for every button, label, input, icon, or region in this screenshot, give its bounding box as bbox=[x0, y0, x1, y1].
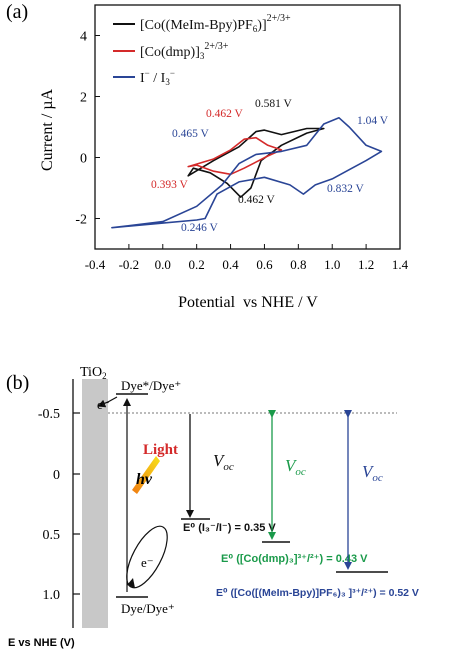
tio2-conduction-band bbox=[82, 379, 108, 628]
e0-iodide-label: E⁰ (I₃⁻/I⁻) = 0.35 V bbox=[183, 522, 276, 534]
cv-curve-series-1 bbox=[187, 127, 325, 198]
x-tick-label: 0.2 bbox=[189, 257, 205, 272]
dye-ground-label: Dye/Dye⁺ bbox=[121, 601, 175, 616]
peak-label-black-lower: 0.462 V bbox=[238, 194, 276, 206]
legend-label-series-3: I− / I3− bbox=[140, 68, 175, 87]
panel-a: (a) -0.4 -0.2 0.0 0.2 0.4 0.6 0.8 1.0 1.2 1.4 -2 0 2… bbox=[6, 1, 409, 311]
injection-arrow bbox=[97, 396, 118, 408]
tick-labels: -0.4 -0.2 0.0 0.2 0.4 0.6 0.8 1.0 1.2 1.4 -2 0 2 4 bbox=[75, 30, 408, 273]
legend-label-series-1: [Co((MeIm-Bpy)PF6)]2+/3+ bbox=[140, 13, 291, 34]
panel-b: (b) TiO2 -0.5 0 0.5 1.0 E vs NHE (V) e⁻ … bbox=[6, 365, 419, 649]
y-tick-label: 2 bbox=[80, 91, 87, 106]
peak-label-blue-upper-left: 0.465 V bbox=[172, 128, 210, 140]
legend-label-series-2: [Co(dmp)]32+/3+ bbox=[140, 41, 229, 61]
y-tick-label-0: 0 bbox=[53, 468, 60, 483]
voc-label-iodide: Voc bbox=[213, 451, 234, 473]
cv-curves bbox=[111, 117, 383, 229]
panel-b-tag: (b) bbox=[6, 372, 29, 394]
x-tick-label: 1.4 bbox=[392, 257, 409, 272]
panel-a-tag: (a) bbox=[6, 1, 28, 23]
e0-meim-label: E⁰ ([Co([(MeIm-Bpy)]PF₆)₃ ]³⁺/²⁺) = 0.52… bbox=[216, 587, 419, 599]
y-tick-label-minus-0-5: -0.5 bbox=[38, 407, 60, 422]
x-tick-label: 0.6 bbox=[256, 257, 273, 272]
peak-label-red-upper: 0.462 V bbox=[206, 108, 244, 120]
x-tick-label: -0.4 bbox=[85, 257, 106, 272]
peak-label-blue-upper-right: 1.04 V bbox=[357, 115, 389, 127]
x-tick-label: -0.2 bbox=[119, 257, 140, 272]
x-tick-label: 0.8 bbox=[290, 257, 306, 272]
y-tick-label: 0 bbox=[80, 152, 87, 167]
cv-curve-series-3 bbox=[111, 117, 383, 229]
y-tick-label: 4 bbox=[80, 30, 87, 45]
x-tick-label: 1.0 bbox=[324, 257, 340, 272]
x-tick-label: 0.0 bbox=[155, 257, 171, 272]
injection-electron: e⁻ bbox=[97, 397, 110, 412]
peak-label-blue-lower-right: 0.832 V bbox=[327, 183, 365, 195]
e0-dmp-label: E⁰ ([Co(dmp)₃]³⁺/²⁺) = 0.43 V bbox=[221, 553, 368, 565]
x-tick-label: 0.4 bbox=[222, 257, 239, 272]
y-axis-title: Current / µA bbox=[39, 89, 56, 172]
y-tick-label: -2 bbox=[75, 213, 87, 228]
peak-label-blue-lower-left: 0.246 V bbox=[181, 222, 219, 234]
legend: [Co((MeIm-Bpy)PF6)]2+/3+ [Co(dmp)]32+/3+… bbox=[113, 13, 291, 87]
voc-label-dmp: Voc bbox=[285, 456, 306, 478]
voc-label-meim: Voc bbox=[362, 462, 383, 484]
y-tick-label-0-5: 0.5 bbox=[43, 528, 61, 543]
peak-label-red-lower: 0.393 V bbox=[151, 179, 189, 191]
regeneration-arrowhead bbox=[127, 578, 135, 588]
y-tick-label-1-0: 1.0 bbox=[43, 588, 61, 603]
regeneration-electron: e⁻ bbox=[141, 555, 154, 570]
light-label: Light bbox=[143, 442, 178, 458]
x-tick-label: 1.2 bbox=[358, 257, 374, 272]
plot-frame bbox=[94, 4, 401, 250]
tio2-label: TiO2 bbox=[80, 365, 107, 381]
light-beam-icon bbox=[132, 456, 160, 494]
axis-ticks bbox=[94, 35, 401, 249]
hv-label: hν bbox=[136, 471, 153, 488]
x-axis-title: Potential vs NHE / V bbox=[178, 294, 318, 311]
peak-label-black-upper: 0.581 V bbox=[255, 98, 293, 110]
dye-excited-label: Dye*/Dye⁺ bbox=[121, 378, 181, 393]
energy-axis-title: E vs NHE (V) bbox=[8, 637, 75, 649]
regeneration-loop bbox=[126, 525, 168, 589]
